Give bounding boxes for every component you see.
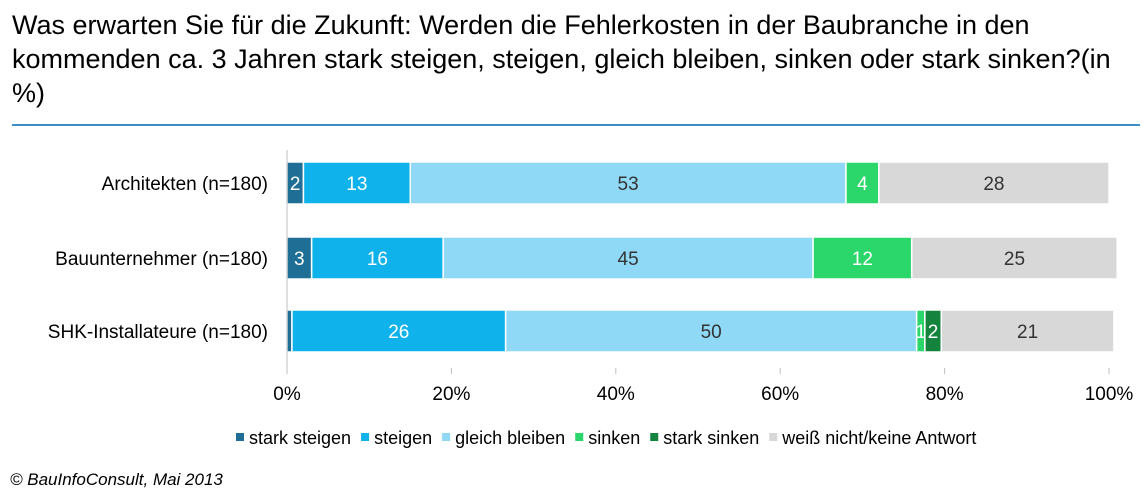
category-label: SHK-Installateure (n=180) [48, 322, 268, 343]
x-tick-label: 100% [1085, 384, 1134, 405]
bar-segment [291, 309, 507, 353]
bar-segment [940, 309, 1115, 353]
data-label: 50 [701, 322, 722, 343]
category-label: Bauunternehmer (n=180) [55, 249, 268, 270]
data-label: 2 [290, 174, 301, 195]
bar-segment [504, 309, 918, 353]
x-tick-label: 0% [273, 384, 301, 405]
legend: stark steigen steigen gleich bleiben sinken… [236, 428, 976, 448]
legend-swatch [650, 433, 659, 441]
bar-segment [310, 236, 444, 280]
data-label: 45 [618, 249, 639, 270]
x-tick-label: 40% [597, 384, 635, 405]
x-tick-label: 60% [761, 384, 799, 405]
data-label: 28 [983, 174, 1004, 195]
legend-label: gleich bleiben [455, 428, 565, 448]
legend-swatch [236, 433, 244, 441]
bar-segment [302, 161, 412, 205]
legend-swatch [575, 433, 584, 441]
data-label: 12 [852, 249, 873, 270]
data-label: 53 [618, 174, 639, 195]
data-label: 25 [1004, 249, 1025, 270]
data-label: 26 [388, 322, 409, 343]
bar-segment [442, 236, 814, 280]
data-label: 3 [294, 249, 305, 270]
bar-segment [812, 236, 913, 280]
legend-swatch [442, 433, 451, 441]
title-divider [12, 124, 1140, 126]
x-axis: 0% 20% 40% 60% 80% 100% [273, 150, 1133, 405]
legend-label: stark steigen [249, 428, 351, 448]
legend-label: weiß nicht/keine Antwort [781, 428, 976, 448]
data-label: 2 [928, 322, 939, 343]
legend-swatch [769, 433, 778, 441]
category-labels: Architekten (n=180) Bauunternehmer (n=180… [48, 174, 268, 343]
bar-segment [878, 161, 1110, 205]
data-label: 21 [1017, 322, 1038, 343]
x-tick-label: 20% [432, 384, 470, 405]
x-tick-label: 80% [926, 384, 964, 405]
chart-title: Was erwarten Sie für die Zukunft: Werden… [12, 10, 1111, 108]
source-credit: © BauInfoConsult, Mai 2013 [10, 470, 223, 489]
bar-segment [910, 236, 1118, 280]
data-label: 4 [857, 174, 868, 195]
data-label: 13 [346, 174, 367, 195]
legend-swatch [361, 433, 370, 441]
legend-label: sinken [588, 428, 640, 448]
legend-label: stark sinken [663, 428, 759, 448]
data-label: 16 [367, 249, 388, 270]
legend-label: steigen [374, 428, 432, 448]
bar-segment [286, 236, 313, 280]
category-label: Architekten (n=180) [102, 174, 268, 195]
data-label: 1 [915, 322, 926, 343]
